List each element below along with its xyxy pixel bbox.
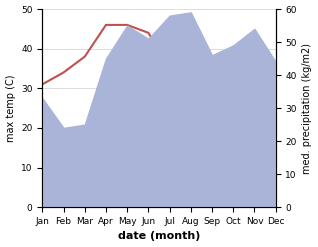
- Y-axis label: max temp (C): max temp (C): [5, 74, 16, 142]
- Y-axis label: med. precipitation (kg/m2): med. precipitation (kg/m2): [302, 43, 313, 174]
- X-axis label: date (month): date (month): [118, 231, 200, 242]
